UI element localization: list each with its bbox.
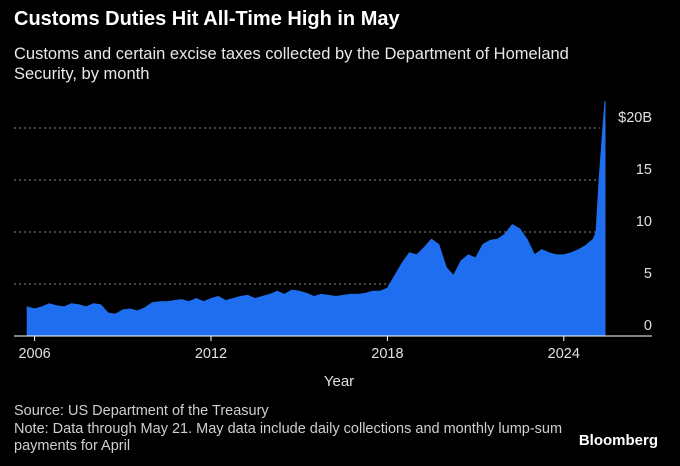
y-axis-ticks: 0 5 10 15 $20B: [618, 110, 652, 334]
customs-duties-area: [26, 100, 606, 337]
y-tick-label: $20B: [618, 110, 652, 126]
x-tick-label: 2006: [18, 346, 50, 362]
chart-title: Customs Duties Hit All-Time High in May: [14, 8, 400, 30]
x-axis-ticks: 2006 2012 2018 2024: [18, 336, 580, 362]
y-tick-label: 0: [644, 318, 652, 334]
x-axis-label: Year: [324, 373, 354, 390]
y-tick-label: 5: [644, 266, 652, 282]
source-note: Source: US Department of the Treasury: [14, 403, 269, 419]
x-tick-label: 2024: [548, 346, 580, 362]
footnote: Note: Data through May 21. May data incl…: [14, 421, 563, 454]
x-tick-label: 2012: [195, 346, 227, 362]
bloomberg-logo: Bloomberg: [578, 432, 658, 449]
y-tick-label: 15: [636, 162, 652, 178]
x-tick-label: 2018: [371, 346, 403, 362]
y-tick-label: 10: [636, 214, 652, 230]
chart-subtitle: Customs and certain excise taxes collect…: [14, 45, 569, 83]
